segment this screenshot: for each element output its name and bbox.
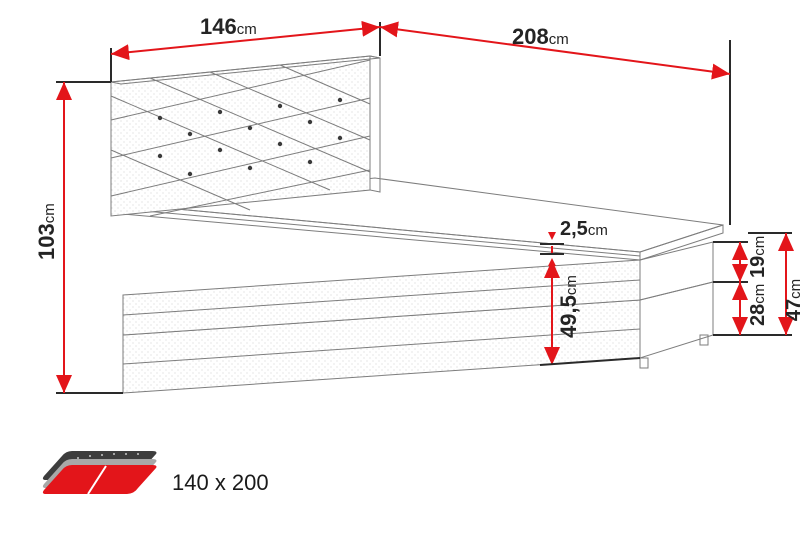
dim-side-total: 47 — [783, 299, 800, 321]
dim-mattress: 49,5 — [556, 295, 581, 338]
dimension-diagram: 146cm 208cm 103cm 2,5cm 49,5cm 19cm 28cm… — [0, 0, 800, 533]
mattress-size-label: 140 x 200 — [172, 470, 269, 495]
dim-height-total: 103 — [34, 223, 59, 260]
svg-text:19cm: 19cm — [747, 236, 769, 278]
dim-topper: 2,5 — [560, 218, 588, 240]
bed-outline — [111, 56, 723, 393]
svg-text:208cm: 208cm — [512, 24, 569, 49]
dim-length-bed: 208 — [512, 24, 549, 49]
dim-width-headboard: 146 — [200, 14, 237, 39]
svg-text:28cm: 28cm — [747, 284, 769, 326]
svg-text:103cm: 103cm — [34, 203, 59, 260]
dim-box-upper: 19 — [747, 256, 769, 278]
svg-text:146cm: 146cm — [200, 14, 257, 39]
mattress-size-icon — [43, 451, 157, 494]
svg-text:2,5cm: 2,5cm — [560, 218, 608, 240]
dim-box-lower: 28 — [747, 304, 769, 326]
